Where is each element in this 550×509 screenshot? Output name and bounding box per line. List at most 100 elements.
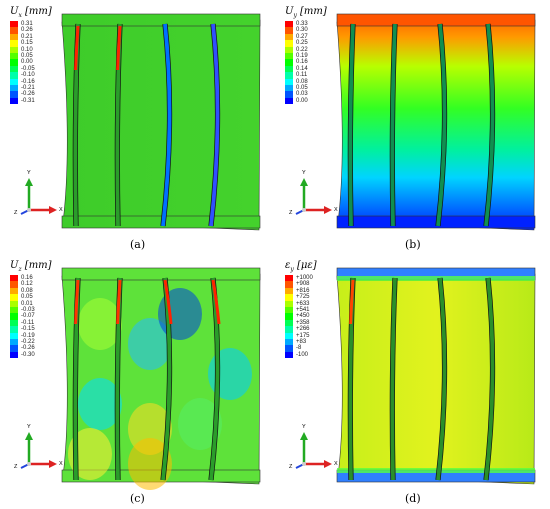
triad-z-label: Z bbox=[289, 464, 293, 470]
legend-swatch bbox=[285, 319, 293, 327]
legend-row: 0.33 bbox=[285, 21, 327, 28]
legend-value: 0.31 bbox=[21, 21, 33, 27]
legend-row: -100 bbox=[285, 351, 317, 359]
legend-unit: [mm] bbox=[24, 260, 52, 271]
legend-value: -0.07 bbox=[21, 313, 35, 320]
legend-swatch bbox=[10, 326, 18, 333]
axis-triad: Y Z X bbox=[289, 424, 339, 471]
legend-swatch bbox=[285, 281, 293, 288]
legend-swatch bbox=[285, 294, 293, 301]
color-legend: Ux [mm] 0.31 0.26 0.21 0.15 0.10 0.05 0.00 -0.05… bbox=[10, 6, 52, 105]
legend-value: -100 bbox=[296, 351, 309, 358]
legend-value: -0.26 bbox=[21, 91, 35, 98]
panel-a: Ux [mm] 0.31 0.26 0.21 0.15 0.10 0.05 0.00 -0.05… bbox=[0, 0, 275, 254]
legend-swatch bbox=[285, 59, 293, 66]
legend-value: 0.15 bbox=[21, 40, 33, 47]
legend-swatch bbox=[285, 40, 293, 47]
triad-arrows-icon bbox=[295, 432, 332, 469]
triad-arrows-icon bbox=[20, 178, 57, 215]
legend-value: +908 bbox=[296, 281, 310, 288]
legend-value: +266 bbox=[296, 326, 310, 333]
legend-row: +1000 bbox=[285, 275, 317, 282]
legend-row: -0.15 bbox=[10, 326, 52, 333]
legend-value: -0.03 bbox=[21, 306, 35, 313]
panel-b: Uy [mm] 0.33 0.30 0.27 0.25 0.22 0.19 0.16 0.14 0… bbox=[275, 0, 550, 254]
triad-x-label: X bbox=[59, 207, 63, 213]
legend-swatch bbox=[285, 84, 293, 92]
legend-swatch bbox=[285, 287, 293, 295]
legend-swatch bbox=[285, 97, 293, 105]
axis-triad: Y Z X bbox=[14, 424, 64, 471]
legend-subscript: y bbox=[290, 266, 294, 273]
legend-swatch bbox=[285, 275, 293, 282]
legend-value: +450 bbox=[296, 313, 310, 320]
triad-z-label: Z bbox=[14, 210, 18, 216]
legend-value: 0.08 bbox=[21, 287, 33, 294]
legend-row: -0.03 bbox=[10, 306, 52, 314]
legend-row: 0.30 bbox=[285, 27, 327, 34]
legend-row: -0.26 bbox=[10, 91, 52, 98]
legend-row: 0.19 bbox=[285, 52, 327, 60]
legend-value: 0.01 bbox=[21, 300, 33, 307]
legend-row: -8 bbox=[285, 345, 317, 352]
legend-value: 0.33 bbox=[296, 21, 308, 27]
legend-value: -0.22 bbox=[21, 338, 35, 345]
legend-row: +266 bbox=[285, 326, 317, 333]
legend-value: 0.30 bbox=[296, 27, 308, 34]
legend-value: -0.15 bbox=[21, 326, 35, 333]
legend-swatch bbox=[10, 52, 18, 60]
legend-symbol: U bbox=[285, 6, 294, 17]
panel-caption: (b) bbox=[405, 238, 421, 251]
legend-swatch bbox=[10, 287, 18, 295]
legend-swatch bbox=[10, 91, 18, 98]
legend-value: -0.21 bbox=[21, 84, 35, 91]
legend-swatch bbox=[10, 27, 18, 34]
legend-value: -0.19 bbox=[21, 332, 35, 339]
legend-swatch bbox=[10, 319, 18, 327]
legend-row: 0.16 bbox=[10, 275, 52, 282]
legend-row: +908 bbox=[285, 281, 317, 288]
triad-z-label: Z bbox=[14, 464, 18, 470]
legend-swatch bbox=[10, 72, 18, 79]
legend-value: 0.22 bbox=[296, 46, 308, 53]
legend-swatch bbox=[285, 326, 293, 333]
legend-value: 0.14 bbox=[296, 65, 308, 72]
legend-value: -0.31 bbox=[21, 97, 35, 104]
panel-caption: (c) bbox=[130, 492, 145, 505]
legend-title: Uz [mm] bbox=[10, 260, 52, 273]
legend-swatch bbox=[285, 313, 293, 320]
legend-swatch bbox=[285, 91, 293, 98]
legend-value: +83 bbox=[296, 338, 307, 345]
legend-row: 0.14 bbox=[285, 65, 327, 73]
legend-row: -0.16 bbox=[10, 78, 52, 85]
legend-row: 0.08 bbox=[10, 287, 52, 295]
legend-swatch bbox=[10, 78, 18, 85]
legend-row: -0.11 bbox=[10, 319, 52, 327]
panel-d: εy [με] +1000 +908 +816 +725 +633 +541 +450 +358… bbox=[275, 254, 550, 508]
legend-row: +725 bbox=[285, 294, 317, 301]
legend-swatch bbox=[10, 97, 18, 105]
legend-row: 0.00 bbox=[10, 59, 52, 66]
legend-subscript: x bbox=[18, 12, 22, 19]
panel-caption: (d) bbox=[405, 492, 421, 505]
legend-value: 0.26 bbox=[21, 27, 33, 34]
legend-symbol: U bbox=[10, 6, 19, 17]
legend-swatch bbox=[285, 345, 293, 352]
legend-value: 0.16 bbox=[21, 275, 33, 281]
legend-swatch bbox=[10, 275, 18, 282]
legend-swatch bbox=[285, 52, 293, 60]
legend-value: +633 bbox=[296, 300, 310, 307]
legend-value: 0.03 bbox=[296, 91, 308, 98]
legend-row: +633 bbox=[285, 300, 317, 307]
legend-value: 0.05 bbox=[296, 84, 308, 91]
legend-swatch bbox=[285, 65, 293, 73]
legend-value: -0.30 bbox=[21, 351, 35, 358]
legend-swatch bbox=[285, 306, 293, 314]
legend-value: 0.00 bbox=[21, 59, 33, 66]
legend-row: 0.10 bbox=[10, 46, 52, 53]
legend-value: 0.10 bbox=[21, 46, 33, 53]
legend-swatch bbox=[10, 313, 18, 320]
legend-swatch bbox=[10, 294, 18, 301]
legend-value: -0.11 bbox=[21, 319, 35, 326]
legend-unit: [με] bbox=[296, 260, 317, 271]
